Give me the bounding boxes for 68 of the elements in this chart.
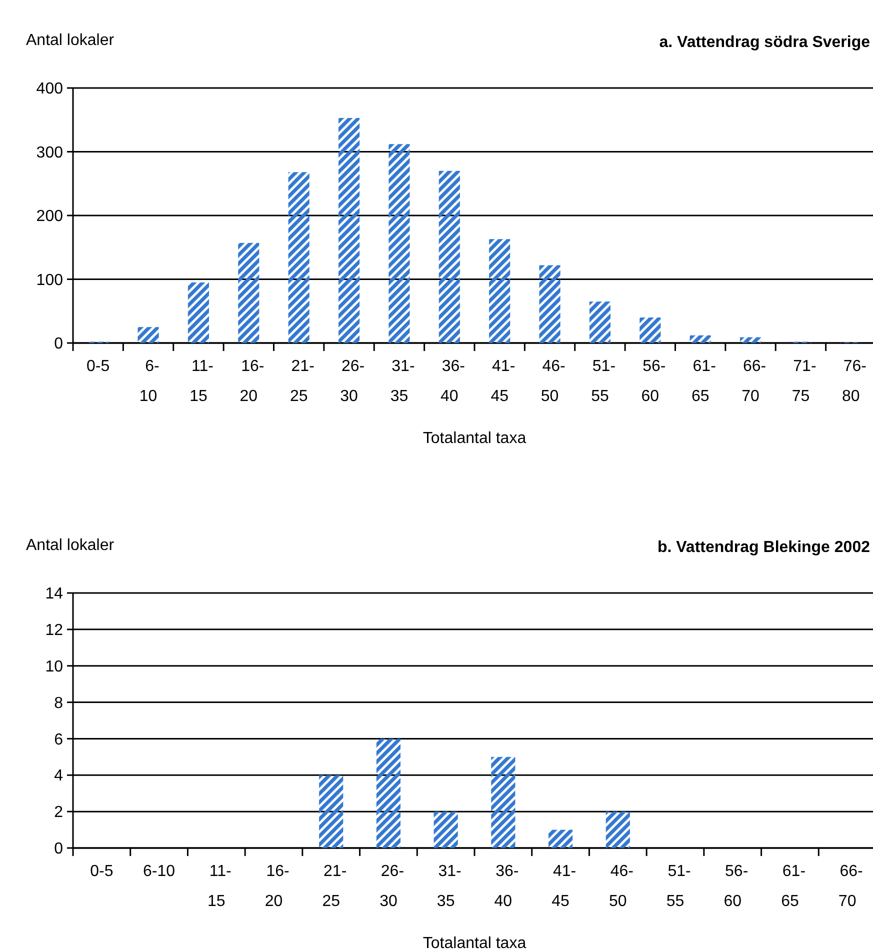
bar [288,172,310,343]
x-tick-label: 6-10 [139,358,160,405]
bar [138,327,159,343]
bar [238,242,260,343]
x-tick-label: 51-55 [666,863,691,910]
bar [539,265,560,343]
x-tick-label: 31-35 [436,863,462,910]
x-tick-label: 26-30 [380,863,404,910]
x-tick-label: 51-55 [591,358,616,405]
x-axis-title: Totalantal taxa [422,935,526,952]
bar [640,318,661,343]
x-tick-label: 26-30 [340,358,365,405]
bar [376,738,401,848]
y-tick-label: 200 [36,208,64,226]
y-tick-label: 12 [45,622,64,640]
bar [388,144,410,343]
y-tick-label: 4 [54,768,64,785]
y-axis-title: Antal lokaler [26,32,115,49]
y-tick-label: 0 [54,840,64,858]
bar [438,170,460,343]
x-tick-label: 36-40 [440,358,465,405]
bar [690,335,711,343]
x-tick-label: 11-15 [207,863,232,910]
x-tick-label: 61-65 [691,358,716,405]
bar [319,775,344,848]
x-tick-label: 56-60 [641,358,666,405]
chart-title: a. Vattendrag södra Sverige [659,34,870,51]
bar [188,282,210,343]
x-tick-label: 41-45 [490,358,516,405]
x-tick-label: 36-40 [494,863,519,910]
bar [491,756,516,848]
x-tick-label: 31-35 [390,358,415,405]
y-tick-label: 6 [54,731,64,748]
x-tick-label: 21-25 [290,358,314,405]
y-tick-label: 100 [36,272,64,289]
y-tick-label: 2 [54,804,64,822]
bar [740,337,762,343]
x-tick-label: 21-25 [322,863,347,910]
bar [589,302,611,343]
y-tick-label: 10 [45,658,64,676]
x-tick-label: 76-80 [842,358,866,405]
bar [338,118,360,343]
x-tick-label: 0-5 [86,358,110,375]
x-tick-label: 71-75 [792,358,816,405]
x-tick-label: 16-20 [264,863,290,910]
x-tick-label: 16-20 [240,358,264,405]
y-tick-label: 14 [45,586,64,603]
bar [434,812,458,848]
x-tick-label: 66-70 [838,863,863,910]
bar [606,812,630,848]
bar [548,830,573,848]
x-tick-label: 61-65 [781,863,806,910]
x-tick-label: 0-5 [90,863,114,880]
x-tick-label: 41-45 [552,863,576,910]
x-tick-label: 46-50 [540,358,566,405]
x-tick-label: 11-15 [190,358,214,405]
y-tick-label: 8 [54,694,64,712]
y-tick-label: 300 [36,144,64,162]
y-tick-label: 0 [54,336,64,353]
x-tick-label: 56-60 [724,863,748,910]
x-tick-label: 66-70 [742,358,766,405]
x-axis-title: Totalantal taxa [422,430,526,447]
x-tick-label: 46-50 [608,863,634,910]
bar [489,239,510,343]
chart-title: b. Vattendrag Blekinge 2002 [657,539,870,556]
x-tick-label: 6-10 [143,863,176,880]
y-tick-label: 400 [36,80,64,98]
y-axis-title: Antal lokaler [26,537,115,554]
